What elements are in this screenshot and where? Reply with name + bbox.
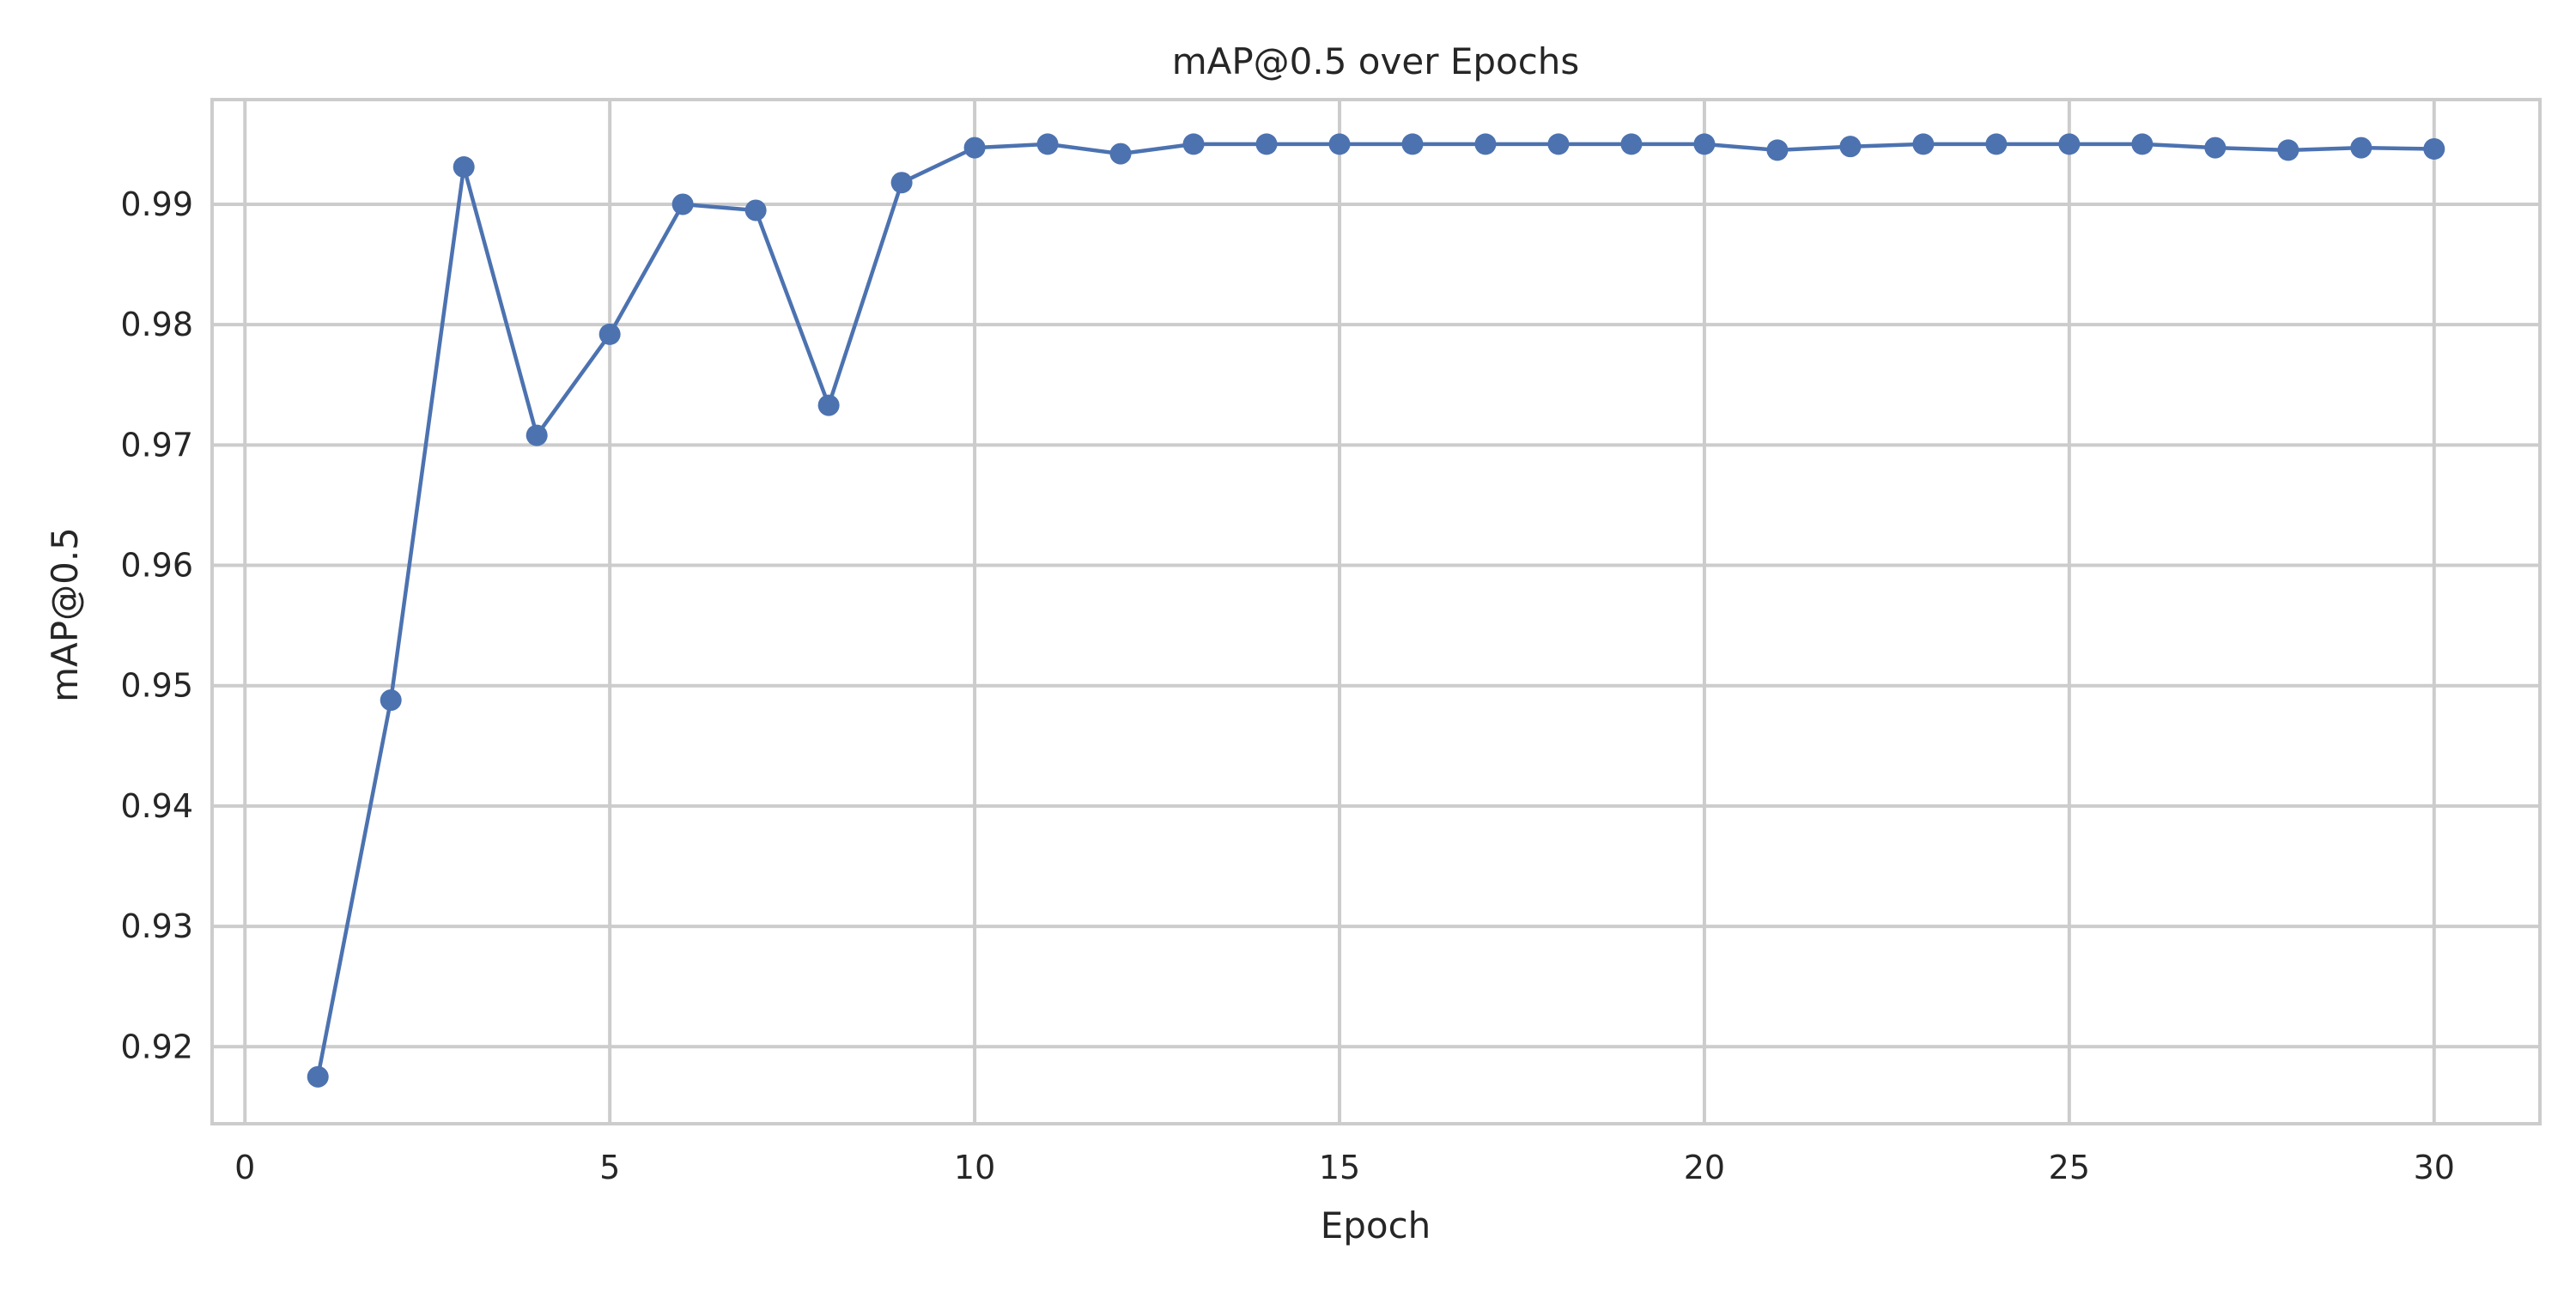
- data-point: [671, 193, 694, 215]
- data-point: [1182, 133, 1205, 155]
- data-point: [963, 136, 986, 159]
- y-tick-label: 0.93: [120, 907, 193, 945]
- data-point: [1547, 133, 1570, 155]
- series-line: [315, 142, 2434, 1077]
- data-point: [1766, 139, 1789, 161]
- tick-labels: 0 5 10 15 20 25 30 0.92 0.93 0.94 0.95 0.96 0.97 0.98…: [120, 185, 2455, 1186]
- y-tick-label: 0.97: [120, 426, 193, 464]
- y-axis-label: mAP@0.5: [44, 527, 86, 702]
- data-point: [1693, 133, 1716, 155]
- data-point: [1620, 133, 1643, 155]
- data-point: [1474, 133, 1497, 155]
- x-tick-label: 30: [2414, 1149, 2455, 1186]
- data-point: [1839, 136, 1862, 158]
- y-tick-label: 0.95: [120, 667, 193, 705]
- x-tick-label: 20: [1684, 1149, 1725, 1186]
- y-tick-label: 0.96: [120, 547, 193, 585]
- data-point: [453, 156, 475, 179]
- data-point: [2058, 133, 2081, 155]
- y-tick-label: 0.94: [120, 787, 193, 825]
- data-point: [2277, 139, 2300, 161]
- data-point: [2350, 136, 2372, 159]
- series-layer: [307, 133, 2445, 1088]
- x-tick-label: 5: [599, 1149, 620, 1186]
- data-point: [2423, 137, 2445, 160]
- x-axis-label: Epoch: [1321, 1204, 1431, 1247]
- y-tick-label: 0.92: [120, 1028, 193, 1065]
- x-tick-label: 10: [954, 1149, 995, 1186]
- data-point: [890, 172, 913, 194]
- data-point: [598, 323, 621, 345]
- plot-frame: [210, 98, 2542, 1125]
- data-point: [1985, 133, 2008, 155]
- data-point: [307, 1065, 329, 1088]
- data-point: [1255, 133, 1278, 155]
- data-point: [2204, 136, 2227, 159]
- data-point: [1328, 133, 1351, 155]
- data-point: [2131, 133, 2154, 155]
- data-point: [1912, 133, 1935, 155]
- x-tick-label: 25: [2049, 1149, 2090, 1186]
- chart-title: mAP@0.5 over Epochs: [1172, 40, 1580, 82]
- x-tick-label: 0: [234, 1149, 255, 1186]
- y-tick-label: 0.98: [120, 306, 193, 343]
- data-point: [1401, 133, 1424, 155]
- y-tick-label: 0.99: [120, 185, 193, 223]
- x-tick-label: 15: [1319, 1149, 1360, 1186]
- data-point: [744, 199, 767, 221]
- data-point: [1036, 133, 1059, 155]
- data-point: [1109, 143, 1132, 165]
- grid: [212, 100, 2540, 1124]
- data-point: [380, 689, 402, 712]
- data-point: [817, 394, 840, 416]
- data-point: [526, 424, 548, 446]
